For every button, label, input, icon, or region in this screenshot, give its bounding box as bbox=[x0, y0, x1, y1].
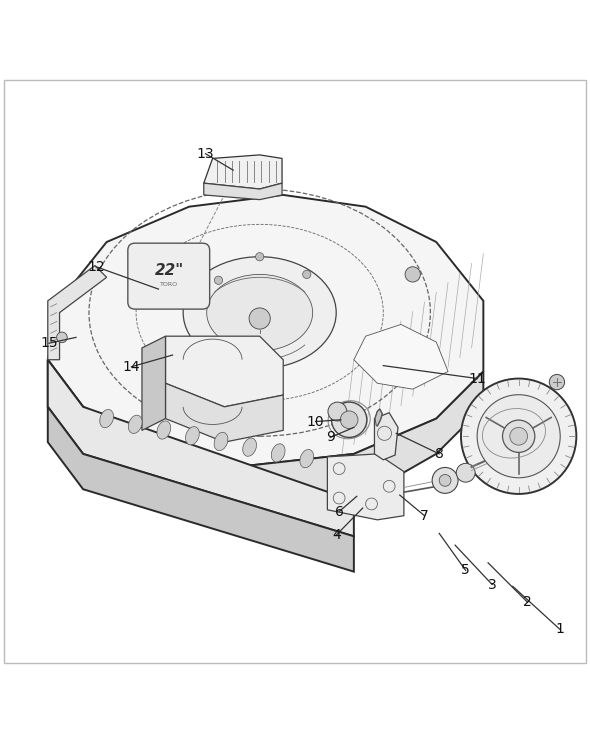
Ellipse shape bbox=[185, 426, 199, 445]
Polygon shape bbox=[204, 155, 282, 189]
Text: 5: 5 bbox=[461, 563, 470, 577]
FancyBboxPatch shape bbox=[128, 243, 209, 309]
Text: 8: 8 bbox=[435, 447, 444, 461]
Circle shape bbox=[214, 276, 222, 285]
Text: 14: 14 bbox=[123, 360, 140, 374]
Ellipse shape bbox=[129, 415, 142, 433]
Ellipse shape bbox=[242, 438, 257, 456]
Circle shape bbox=[332, 402, 367, 438]
Ellipse shape bbox=[271, 444, 285, 462]
Circle shape bbox=[461, 379, 576, 494]
Text: 3: 3 bbox=[488, 577, 497, 591]
Polygon shape bbox=[375, 409, 382, 426]
Text: 12: 12 bbox=[87, 260, 105, 273]
Text: 10: 10 bbox=[307, 415, 324, 429]
Ellipse shape bbox=[214, 432, 228, 450]
Polygon shape bbox=[204, 183, 282, 200]
Text: 22": 22" bbox=[155, 263, 183, 278]
Circle shape bbox=[303, 270, 311, 279]
Circle shape bbox=[432, 467, 458, 493]
Polygon shape bbox=[354, 325, 448, 389]
Text: 4: 4 bbox=[332, 528, 340, 542]
Circle shape bbox=[57, 332, 67, 343]
Polygon shape bbox=[48, 265, 107, 360]
Polygon shape bbox=[48, 360, 483, 513]
Text: 9: 9 bbox=[326, 430, 335, 444]
Ellipse shape bbox=[157, 421, 171, 439]
Text: 13: 13 bbox=[196, 146, 214, 160]
Polygon shape bbox=[48, 360, 354, 536]
Text: 15: 15 bbox=[40, 337, 58, 350]
Circle shape bbox=[456, 464, 475, 482]
Ellipse shape bbox=[206, 274, 313, 351]
Text: 2: 2 bbox=[523, 595, 532, 609]
Polygon shape bbox=[142, 336, 166, 430]
Text: 7: 7 bbox=[420, 509, 429, 523]
Circle shape bbox=[249, 308, 270, 329]
Polygon shape bbox=[375, 412, 398, 460]
Circle shape bbox=[477, 395, 560, 478]
Text: TORO: TORO bbox=[160, 282, 178, 287]
Circle shape bbox=[549, 374, 565, 390]
Circle shape bbox=[503, 420, 535, 452]
Circle shape bbox=[328, 402, 347, 421]
Circle shape bbox=[255, 253, 264, 261]
Text: 11: 11 bbox=[468, 372, 486, 386]
Ellipse shape bbox=[300, 450, 314, 468]
Ellipse shape bbox=[100, 409, 113, 428]
Circle shape bbox=[510, 427, 527, 445]
Ellipse shape bbox=[183, 257, 336, 369]
Polygon shape bbox=[166, 336, 283, 407]
Circle shape bbox=[405, 267, 420, 282]
Polygon shape bbox=[327, 454, 404, 520]
Text: eReplacementParts.com: eReplacementParts.com bbox=[185, 363, 405, 380]
Text: 6: 6 bbox=[335, 504, 343, 519]
Circle shape bbox=[340, 411, 358, 429]
Circle shape bbox=[439, 475, 451, 486]
Text: 1: 1 bbox=[555, 623, 564, 636]
Polygon shape bbox=[166, 383, 283, 442]
Polygon shape bbox=[48, 195, 483, 466]
Polygon shape bbox=[48, 407, 354, 571]
